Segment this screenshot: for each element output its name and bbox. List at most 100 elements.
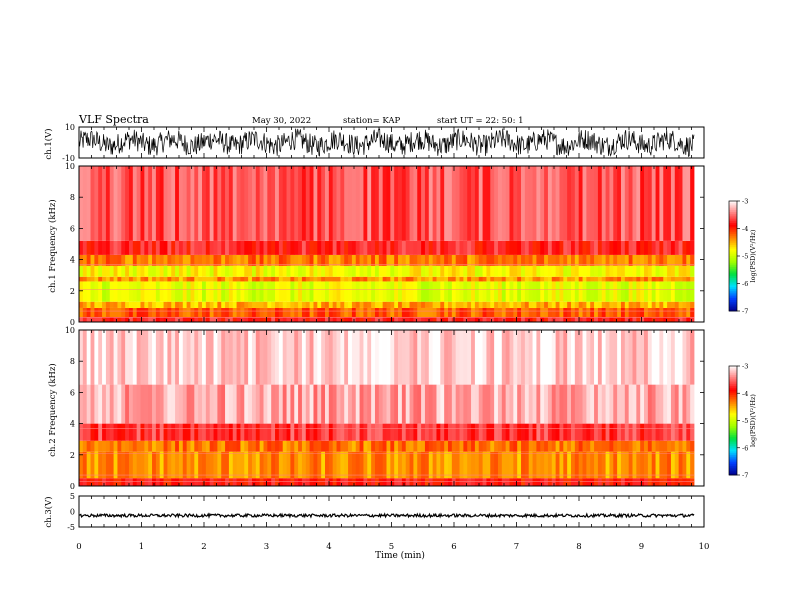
ch2-spectrogram-cell <box>628 451 633 479</box>
ch2-spectrogram-cell <box>682 451 687 479</box>
ch2-spectrogram-cell <box>305 423 311 441</box>
ch1-spectrogram-cell <box>682 301 687 308</box>
ch1-spectrogram-cell <box>152 240 157 255</box>
ch2-spectrogram-cell <box>167 423 172 441</box>
ch2-spectrogram-cell <box>275 384 280 424</box>
ch1-spectrogram-cell <box>371 281 376 302</box>
ch1-spectrogram-cell <box>398 301 403 308</box>
ch1-spectrogram-cell <box>497 166 503 241</box>
ch2-spectrogram-cell <box>644 451 649 479</box>
ch2-spectrogram-cell <box>670 451 676 479</box>
ch1-spectrogram-cell <box>163 317 168 322</box>
ch1-spectrogram-cell <box>171 265 176 277</box>
ch1-spectrogram-cell <box>152 281 157 302</box>
ch2-spectrogram-cell <box>178 384 184 424</box>
ch2-spectrogram-cell <box>451 423 457 441</box>
ch1-spectrogram-cell <box>632 240 637 255</box>
ch2-spectrogram-cell <box>390 423 395 441</box>
ch1-spectrogram-cell <box>586 254 591 266</box>
ch2-spectrogram-cell <box>555 451 560 479</box>
ch2-spectrogram-cell <box>432 423 437 441</box>
ch1-spectrogram-cell <box>401 307 407 318</box>
ch2-spectrogram-cell <box>474 478 480 486</box>
ch1-spectrogram-cell <box>501 240 507 255</box>
ch1-spectrogram-cell <box>163 301 168 308</box>
ch2-spectrogram-cell <box>567 330 572 385</box>
ch2-spectrogram-cell <box>163 440 168 452</box>
ch1-spectrogram-cell <box>290 317 295 322</box>
ch1-spectrogram-cell <box>490 307 495 318</box>
ch1-spectrogram-cell <box>225 317 230 322</box>
ch2-spectrogram-cell <box>678 330 683 385</box>
ch1-spectrogram-cell <box>348 254 353 266</box>
ch2-spectrogram-cell <box>478 440 483 452</box>
ch1-spectrogram-cell <box>536 307 541 318</box>
ch1-spectrogram-cell <box>674 166 680 241</box>
ch1-spectrogram-cell <box>647 317 653 322</box>
ch1-spectrogram-cell <box>632 254 637 266</box>
ch2-spectrogram-cell <box>628 478 633 486</box>
ch2-spectrogram-cell <box>490 478 495 486</box>
ch1-spectrogram-cell <box>547 307 553 318</box>
ch1-spectrogram-cell <box>305 265 311 277</box>
ch2-spectrogram-cell <box>355 384 360 424</box>
ch2-spectrogram-cell <box>547 451 553 479</box>
ch1-spectrogram-cell <box>670 166 676 241</box>
ch1-spectrogram-cell <box>286 166 291 241</box>
colorbar-segment <box>729 378 737 381</box>
ch3-waveform-trace <box>79 512 695 520</box>
ch2-spectrogram-cell <box>494 423 499 441</box>
ch1-spectrogram-cell <box>202 307 207 318</box>
ch2-spectrogram-cell <box>82 440 88 452</box>
ch1-spectrogram-cell <box>471 301 476 308</box>
ch1-spectrogram-cell <box>159 276 164 282</box>
ch1-spectrogram-cell <box>263 281 268 302</box>
ch1-spectrogram-cell <box>286 254 291 266</box>
ch2-spectrogram-cell <box>490 384 495 424</box>
ch2-spectrogram-cell <box>159 451 164 479</box>
ch1-spectrogram-cell <box>428 307 434 318</box>
ch2-spectrogram-cell <box>236 478 241 486</box>
ch1-spectrogram-cell <box>590 317 595 322</box>
ch1-spectrogram-cell <box>251 254 257 266</box>
ch2-spectrogram-cell <box>286 423 291 441</box>
ch2-spectrogram-cell <box>182 451 188 479</box>
colorbar-segment <box>729 309 737 312</box>
ch2-spectrogram-cell <box>321 478 326 486</box>
ch1-spectrogram-cell <box>251 240 257 255</box>
colorbar-segment <box>729 413 737 416</box>
ch1-spectrogram-cell <box>378 265 384 277</box>
ch1-spectrogram-cell <box>532 265 537 277</box>
ch1-spectrogram-cell <box>82 265 88 277</box>
ch1-spectrogram-cell <box>317 307 322 318</box>
ch1-spectrogram-cell <box>378 307 384 318</box>
ch2-spectrogram-cell <box>159 440 164 452</box>
ch1-spectrogram-cell <box>517 265 522 277</box>
ch2-spectrogram-cell <box>524 440 530 452</box>
ch1-spectrogram-cell <box>647 254 653 266</box>
ch2-spectrogram-cell <box>455 440 460 452</box>
ch1-spectrogram-cell <box>617 276 622 282</box>
ch1-spectrogram-cell <box>597 301 603 308</box>
ch2-spectrogram-cell <box>309 440 314 452</box>
ch2-spectrogram-cell <box>117 330 122 385</box>
y-tick-label: 2 <box>70 287 75 296</box>
ch1-spectrogram-cell <box>228 254 234 266</box>
ch2-spectrogram-cell <box>532 384 537 424</box>
colorbar-segment <box>729 369 737 372</box>
ch2-spectrogram-cell <box>424 478 430 486</box>
ch2-spectrogram-cell <box>651 384 656 424</box>
ch2-spectrogram-cell <box>86 384 91 424</box>
ch2-spectrogram-cell <box>459 384 464 424</box>
ch1-spectrogram-cell <box>232 240 237 255</box>
ch1-spectrogram-cell <box>198 166 203 241</box>
ch1-spectrogram-cell <box>651 281 656 302</box>
ch1-spectrogram-cell <box>209 317 214 322</box>
ch2-spectrogram-cell <box>175 478 180 486</box>
ch2-spectrogram-cell <box>620 423 626 441</box>
colorbar-segment <box>729 283 737 286</box>
ch1-spectrogram-cell <box>586 240 591 255</box>
ch1-spectrogram-cell <box>155 301 161 308</box>
ch1-spectrogram-cell <box>490 166 495 241</box>
ch2-spectrogram-cell <box>667 440 672 452</box>
